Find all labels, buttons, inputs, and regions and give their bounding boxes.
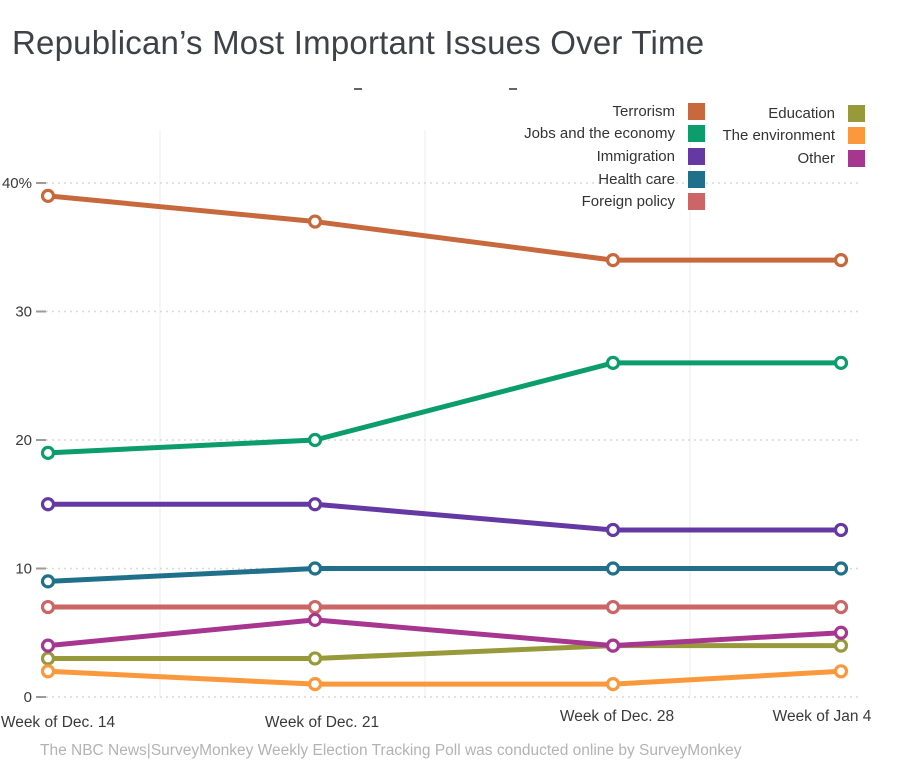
legend-swatch-terrorism: [688, 102, 705, 120]
legend-label: Education: [768, 104, 835, 122]
subtitle-remnant-dash: [509, 88, 517, 90]
data-point-education[interactable]: [307, 651, 323, 666]
data-point-terrorism[interactable]: [40, 188, 56, 203]
data-point-health-care[interactable]: [605, 561, 621, 576]
data-point-terrorism[interactable]: [833, 253, 849, 268]
y-tick-label: 0: [24, 689, 32, 706]
legend-item-jobs-and-the-economy[interactable]: Jobs and the economy: [524, 123, 705, 146]
legend-swatch-foreign-policy: [688, 193, 705, 211]
data-point-foreign-policy[interactable]: [605, 599, 621, 615]
data-point-the-environment[interactable]: [40, 664, 56, 679]
legend-swatch-immigration: [688, 147, 705, 165]
data-point-other[interactable]: [605, 638, 621, 653]
data-point-jobs-and-the-economy[interactable]: [605, 355, 621, 370]
data-point-foreign-policy[interactable]: [833, 599, 849, 615]
x-axis-label: Week of Dec. 14: [1, 714, 116, 731]
legend-label: Terrorism: [612, 102, 676, 120]
data-point-the-environment[interactable]: [605, 677, 621, 692]
data-point-health-care[interactable]: [40, 574, 56, 589]
data-point-immigration[interactable]: [833, 522, 849, 538]
series-line-education: [45, 643, 844, 661]
page-title: Republican’s Most Important Issues Over …: [12, 24, 705, 61]
data-point-immigration[interactable]: [307, 497, 323, 512]
legend-label: Health care: [598, 170, 675, 188]
data-point-health-care[interactable]: [307, 561, 323, 576]
legend-swatch-health-care: [688, 170, 705, 188]
series-line-other: [45, 617, 844, 649]
data-point-other[interactable]: [833, 625, 849, 640]
legend-label: Foreign policy: [581, 193, 675, 211]
series-line-the-environment: [45, 668, 844, 687]
data-point-health-care[interactable]: [833, 561, 849, 576]
legend-label: Immigration: [596, 147, 675, 165]
data-point-foreign-policy[interactable]: [307, 599, 323, 615]
y-tick-label: 30: [15, 304, 32, 321]
data-point-jobs-and-the-economy[interactable]: [40, 445, 56, 460]
legend-item-immigration[interactable]: Immigration: [597, 145, 705, 168]
data-point-foreign-policy[interactable]: [40, 599, 56, 615]
legend-label: Jobs and the economy: [524, 125, 675, 143]
y-tick-label: 40%: [2, 175, 32, 192]
legend-swatch-other: [848, 149, 865, 167]
data-point-other[interactable]: [307, 612, 323, 628]
data-point-education[interactable]: [833, 638, 849, 653]
subtitle-remnant-dash: [354, 88, 362, 90]
x-axis-label: Week of Dec. 28: [560, 708, 674, 725]
legend-item-other[interactable]: Other: [797, 147, 865, 170]
legend-item-health-care[interactable]: Health care: [598, 168, 705, 191]
data-point-other[interactable]: [40, 638, 56, 653]
data-point-the-environment[interactable]: [307, 677, 323, 692]
y-tick-label: 10: [15, 561, 32, 578]
series-line-terrorism: [45, 193, 844, 263]
data-point-immigration[interactable]: [605, 522, 621, 538]
y-tick-label: 20: [15, 432, 32, 449]
legend-swatch-education: [848, 104, 865, 122]
legend-item-foreign-policy[interactable]: Foreign policy: [582, 190, 705, 213]
data-point-immigration[interactable]: [40, 497, 56, 512]
legend-label: Other: [797, 149, 835, 167]
legend-label: The environment: [722, 127, 835, 145]
legend-item-the-environment[interactable]: The environment: [722, 125, 865, 148]
x-axis-label: Week of Jan 4: [773, 708, 872, 725]
series-line-immigration: [45, 501, 844, 533]
x-axis-label: Week of Dec. 21: [265, 714, 379, 731]
series-line-health-care: [45, 566, 844, 584]
data-point-terrorism[interactable]: [605, 253, 621, 268]
data-point-jobs-and-the-economy[interactable]: [833, 355, 849, 370]
data-point-terrorism[interactable]: [307, 214, 323, 229]
legend-column-2: Education The environment Other: [722, 102, 865, 170]
legend-column-1: Terrorism Jobs and the economy Immigration…: [524, 100, 705, 213]
legend-item-education[interactable]: Education: [768, 102, 865, 125]
legend-swatch-the-environment: [848, 127, 865, 145]
data-point-education[interactable]: [40, 651, 56, 666]
series-line-jobs-and-the-economy: [45, 360, 844, 456]
data-point-the-environment[interactable]: [833, 664, 849, 679]
data-point-jobs-and-the-economy[interactable]: [307, 432, 323, 448]
source-note: The NBC News|SurveyMonkey Weekly Electio…: [40, 742, 742, 759]
legend-item-terrorism[interactable]: Terrorism: [612, 100, 705, 123]
legend-swatch-jobs-and-the-economy: [688, 125, 705, 143]
